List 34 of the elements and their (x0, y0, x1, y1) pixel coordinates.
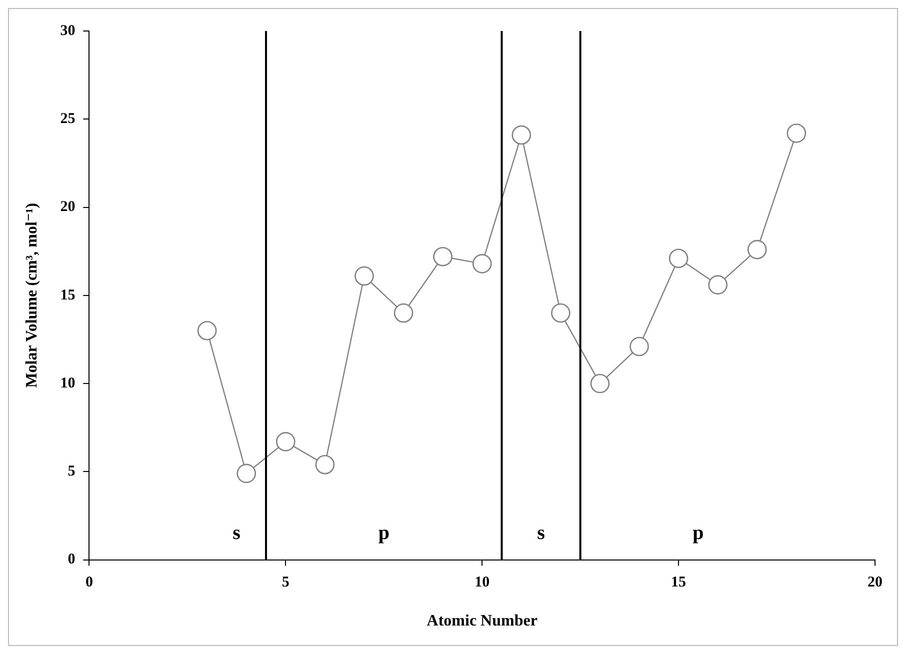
y-tick-label: 30 (60, 22, 76, 39)
x-tick-label: 0 (85, 574, 93, 591)
y-tick-label: 5 (68, 464, 76, 480)
annotation: p (378, 522, 390, 544)
point (668, 248, 688, 268)
y-tick-label: 15 (60, 287, 76, 304)
x-tick-label: 15 (671, 574, 686, 591)
point (786, 124, 806, 143)
point (708, 275, 728, 294)
x-tick-label: 10 (474, 574, 490, 591)
point (590, 374, 610, 394)
y-tick-label: 20 (60, 199, 76, 216)
annotation: s (232, 522, 241, 544)
annotation: p (692, 522, 704, 544)
point (551, 303, 570, 323)
point (630, 336, 649, 356)
y-tick-label: 10 (60, 375, 76, 392)
x-tick-label: 20 (868, 574, 882, 591)
y-tick-label: 25 (60, 111, 76, 128)
point (433, 246, 452, 266)
y-tick-label: 0 (68, 552, 76, 568)
x-axis-title: Atomic Number (426, 612, 538, 630)
point (315, 454, 335, 474)
point (236, 464, 256, 484)
y-axis-title: Molar Volume (cm³, mol⁻¹) (24, 202, 41, 388)
point (512, 125, 532, 145)
point (394, 303, 414, 323)
point (276, 432, 296, 452)
annotation: s (537, 522, 546, 544)
point (197, 321, 217, 340)
x-tick-label: 5 (282, 574, 290, 591)
point (472, 254, 492, 274)
point (354, 266, 374, 286)
point (747, 240, 767, 260)
